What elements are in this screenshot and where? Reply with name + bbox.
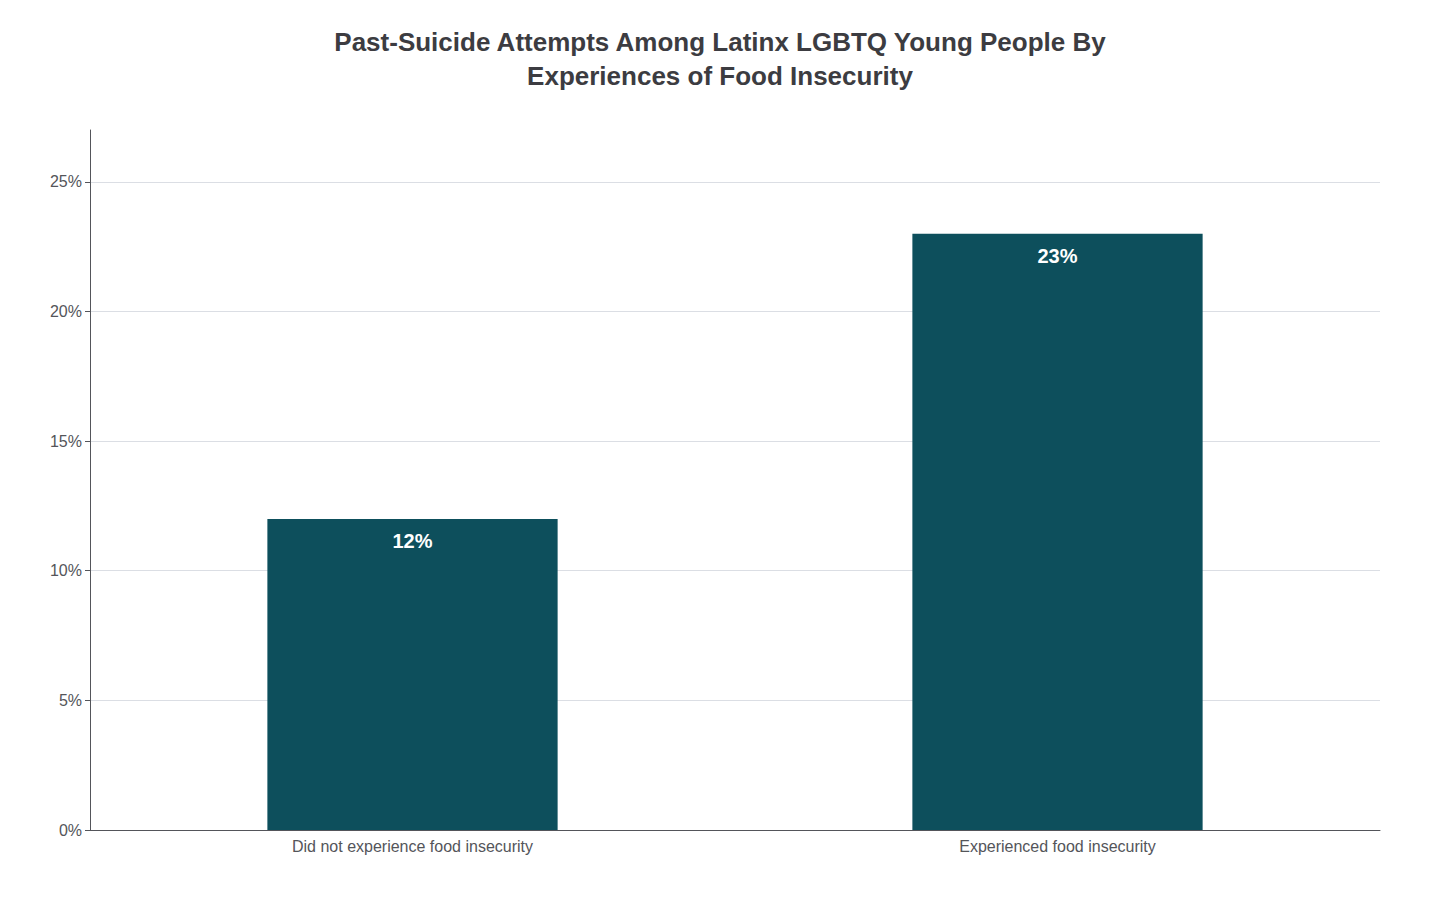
svg-text:15%: 15% — [50, 433, 82, 450]
svg-text:5%: 5% — [59, 692, 82, 709]
svg-text:Past-Suicide Attempts Among La: Past-Suicide Attempts Among Latinx LGBTQ… — [334, 27, 1106, 57]
svg-text:10%: 10% — [50, 562, 82, 579]
svg-text:Did not experience food insecu: Did not experience food insecurity — [292, 838, 533, 855]
svg-text:0%: 0% — [59, 822, 82, 839]
svg-text:23%: 23% — [1037, 245, 1077, 267]
svg-text:20%: 20% — [50, 303, 82, 320]
svg-text:Experienced food insecurity: Experienced food insecurity — [959, 838, 1156, 855]
svg-text:Experiences of Food Insecurity: Experiences of Food Insecurity — [527, 61, 913, 91]
svg-text:25%: 25% — [50, 173, 82, 190]
svg-text:12%: 12% — [392, 530, 432, 552]
